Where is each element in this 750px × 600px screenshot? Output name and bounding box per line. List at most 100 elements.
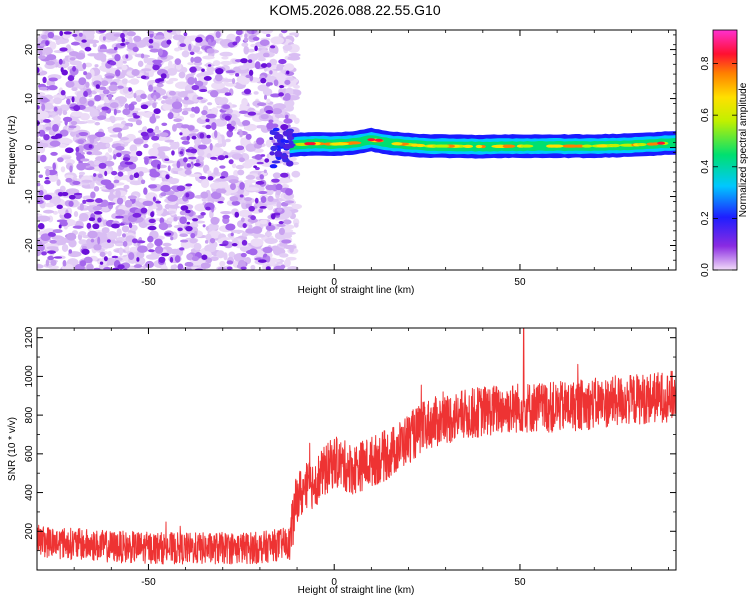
noise-cell <box>157 146 172 152</box>
noise-cell <box>45 168 50 177</box>
noise-cell <box>118 211 126 215</box>
noise-cell <box>93 173 97 177</box>
noise-cell <box>225 223 236 231</box>
noise-cell <box>284 99 295 108</box>
noise-cell <box>179 150 184 155</box>
noise-cell <box>47 250 56 254</box>
noise-cell <box>206 134 211 139</box>
noise-cell <box>185 225 193 232</box>
noise-cell <box>46 246 59 250</box>
noise-cell <box>200 137 212 145</box>
noise-cell <box>47 174 59 182</box>
signal-peak <box>610 143 621 148</box>
noise-cell <box>145 260 155 269</box>
noise-cell <box>257 84 269 92</box>
noise-cell <box>77 139 85 145</box>
noise-cell <box>93 267 101 270</box>
noise-cell <box>281 239 292 244</box>
noise-cell <box>166 39 172 45</box>
noise-cell <box>154 245 164 254</box>
noise-cell <box>45 259 50 267</box>
noise-cell <box>221 139 227 148</box>
noise-cell <box>243 88 252 95</box>
noise-cell <box>190 56 195 63</box>
noise-cell <box>265 266 271 270</box>
noise-cell <box>255 180 265 185</box>
noise-cell <box>78 213 89 222</box>
noise-cell <box>147 242 154 249</box>
noise-cell <box>273 46 279 55</box>
noise-cell <box>148 184 158 189</box>
noise-cell <box>53 97 62 105</box>
noise-cell <box>219 165 226 169</box>
noise-cell <box>206 170 212 175</box>
noise-cell <box>254 61 261 70</box>
signal-peak <box>581 144 593 148</box>
noise-cell <box>240 58 248 64</box>
noise-cell <box>169 144 179 150</box>
signal-peak <box>563 144 580 148</box>
noise-cell <box>52 229 63 234</box>
noise-cell <box>210 156 218 160</box>
noise-cell <box>38 174 44 179</box>
snr-panel: -50 0 50 200 400 600 800 1000 1200 Height of str… <box>7 326 677 596</box>
noise-cell <box>200 99 207 103</box>
noise-cell <box>43 102 54 110</box>
noise-cell <box>235 72 240 77</box>
noise-cell <box>202 224 206 228</box>
noise-cell <box>82 199 87 204</box>
noise-cell <box>279 253 289 258</box>
noise-cell <box>161 252 170 257</box>
noise-cell <box>224 155 229 159</box>
noise-cell <box>262 246 273 254</box>
noise-cell <box>248 205 255 212</box>
noise-cell <box>206 66 216 73</box>
noise-cell <box>84 46 92 52</box>
noise-cell <box>116 85 124 89</box>
noise-cell <box>122 108 131 116</box>
noise-cell <box>253 148 264 153</box>
noise-cell <box>54 115 61 122</box>
noise-cell <box>259 206 267 209</box>
noise-cell <box>276 207 283 212</box>
noise-cell <box>140 207 148 214</box>
noise-cell <box>282 219 292 225</box>
noise-cell <box>120 32 125 39</box>
noise-cell <box>37 182 41 187</box>
noise-cell <box>108 84 118 92</box>
noise-cell <box>200 211 206 216</box>
noise-cell <box>289 32 300 36</box>
noise-cell <box>106 231 118 240</box>
noise-cell <box>121 233 127 238</box>
noise-cell <box>49 120 63 124</box>
noise-cell <box>94 64 99 68</box>
noise-cell <box>185 209 191 214</box>
noise-cell <box>68 200 74 207</box>
noise-cell <box>37 199 44 205</box>
noise-cell <box>200 191 209 199</box>
noise-cell <box>37 240 43 245</box>
noise-cell <box>264 75 277 83</box>
noise-cell <box>37 105 40 110</box>
noise-cell <box>49 232 56 237</box>
noise-cell <box>37 223 45 230</box>
noise-cell <box>129 144 138 153</box>
noise-cell <box>221 56 229 60</box>
noise-cell <box>78 77 87 86</box>
noise-cell <box>282 128 286 131</box>
noise-cell <box>184 96 189 101</box>
noise-cell <box>171 167 184 172</box>
noise-cell <box>113 108 117 116</box>
noise-cell <box>185 183 193 187</box>
noise-cell <box>81 248 90 255</box>
noise-cell <box>199 88 208 93</box>
signal-onset <box>281 152 287 156</box>
noise-cell <box>271 108 283 115</box>
noise-cell <box>187 173 202 178</box>
noise-cell <box>268 119 274 123</box>
noise-cell <box>126 31 136 37</box>
noise-cell <box>258 190 268 195</box>
noise-cell <box>228 159 234 165</box>
noise-cell <box>56 179 61 187</box>
